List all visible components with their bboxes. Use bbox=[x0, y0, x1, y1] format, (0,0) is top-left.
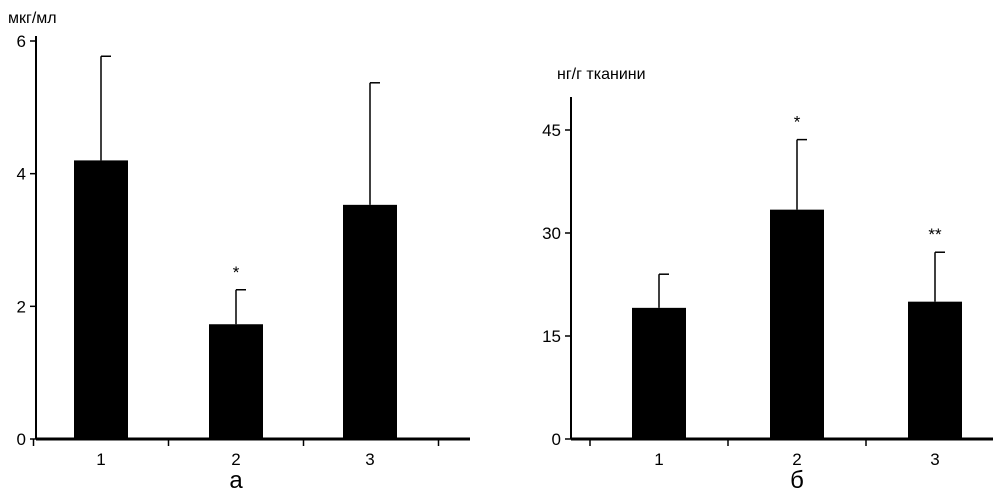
chart-a: мкг/мл 0 2 4 6 1 * 2 3 а bbox=[8, 10, 470, 494]
x-tick-label: 3 bbox=[930, 450, 939, 469]
panel-label: а bbox=[229, 467, 243, 494]
significance-marker: ** bbox=[928, 225, 942, 244]
chart-b: нг/г тканини 0 15 30 45 1 * 2 ** 3 б bbox=[542, 66, 993, 494]
y-tick-label: 45 bbox=[542, 121, 561, 140]
x-tick-label: 2 bbox=[792, 450, 801, 469]
y-tick-label: 15 bbox=[542, 327, 561, 346]
y-tick-label: 2 bbox=[17, 297, 26, 316]
y-axis-label: мкг/мл bbox=[8, 10, 57, 27]
y-tick-label: 4 bbox=[17, 165, 26, 184]
y-tick-label: 6 bbox=[17, 32, 26, 51]
bar bbox=[343, 204, 397, 439]
bar bbox=[770, 209, 824, 439]
x-tick-label: 1 bbox=[96, 450, 105, 469]
x-tick-label: 3 bbox=[365, 450, 374, 469]
y-tick-label: 0 bbox=[17, 430, 26, 449]
y-axis-label: нг/г тканини bbox=[557, 66, 646, 83]
x-tick-label: 1 bbox=[654, 450, 663, 469]
bar bbox=[209, 324, 263, 439]
bar bbox=[74, 160, 128, 439]
panel-label: б bbox=[790, 467, 804, 494]
significance-marker: * bbox=[794, 113, 801, 132]
y-tick-label: 0 bbox=[552, 430, 561, 449]
significance-marker: * bbox=[233, 263, 240, 282]
bar bbox=[908, 301, 962, 439]
y-tick-label: 30 bbox=[542, 224, 561, 243]
bar bbox=[632, 307, 686, 439]
x-tick-label: 2 bbox=[231, 450, 240, 469]
